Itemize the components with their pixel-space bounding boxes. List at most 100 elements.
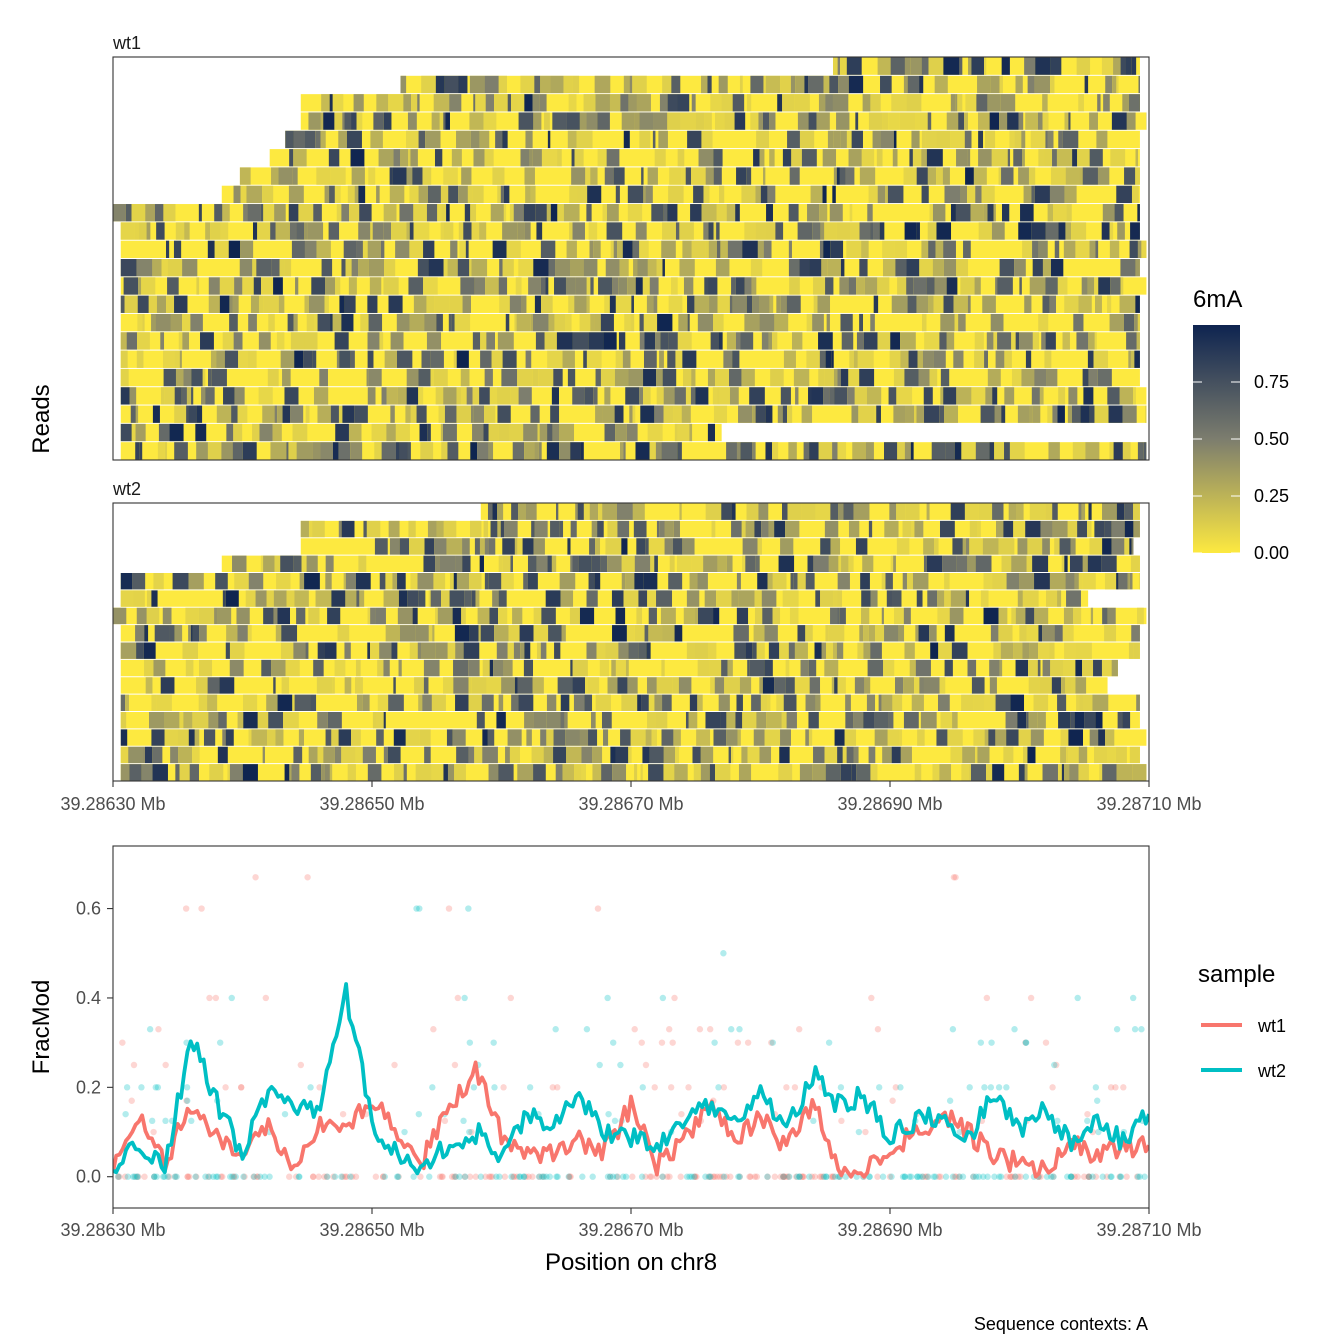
read-cell: [461, 167, 472, 185]
read-cell: [1075, 677, 1087, 694]
read-cell: [530, 185, 536, 204]
read-cell: [1104, 573, 1117, 590]
read-cell: [778, 555, 795, 572]
read-cell: [569, 185, 578, 204]
read-cell: [1019, 573, 1035, 590]
read-cell: [716, 590, 732, 607]
read-cell: [1070, 538, 1076, 555]
wt1-point: [791, 1084, 799, 1091]
read-cell: [987, 204, 994, 222]
read-cell: [524, 167, 535, 185]
read-cell: [334, 746, 342, 764]
read-cell: [788, 204, 799, 222]
read-cell: [538, 442, 542, 460]
read-cell: [189, 764, 199, 781]
read-cell: [989, 677, 997, 694]
wt2-point: [613, 1173, 620, 1180]
read-cell: [1068, 112, 1071, 130]
read-cell: [1015, 503, 1024, 520]
read-cell: [854, 387, 867, 405]
read-cell: [338, 729, 352, 746]
read-cell: [912, 149, 922, 167]
read-cell: [635, 442, 650, 460]
read-cell: [944, 625, 955, 642]
read-cell: [605, 642, 619, 659]
read-cell: [870, 642, 882, 659]
read-cell: [247, 625, 252, 642]
read-cell: [885, 573, 893, 590]
read-cell: [525, 350, 532, 368]
read-cell: [1136, 332, 1140, 350]
read-cell: [324, 764, 330, 781]
read-cell: [575, 503, 578, 520]
read-cell: [991, 222, 1005, 240]
read-cell: [501, 368, 518, 387]
read-cell: [682, 240, 692, 258]
read-cell: [876, 405, 881, 423]
read-cell: [417, 94, 420, 112]
read-cell: [606, 204, 619, 222]
read-cell: [700, 746, 714, 764]
read-cell: [406, 222, 410, 240]
read-cell: [630, 729, 646, 746]
read-cell: [716, 222, 720, 240]
wt1-point: [567, 1173, 574, 1180]
read-cell: [853, 503, 870, 520]
read-cell: [1135, 259, 1140, 277]
read-cell: [344, 295, 356, 313]
wt1-point: [892, 1084, 900, 1091]
read-cell: [1143, 442, 1147, 460]
read-cell: [742, 555, 746, 572]
read-cell: [886, 590, 893, 607]
read-cell: [1134, 350, 1140, 368]
read-cell: [799, 764, 813, 781]
read-cell: [782, 503, 788, 520]
read-cell: [1125, 57, 1132, 75]
read-cell: [697, 694, 703, 711]
read-cell: [479, 130, 490, 149]
read-cell: [958, 313, 966, 332]
read-cell: [1034, 368, 1047, 387]
read-cell: [507, 642, 514, 659]
read-cell: [200, 332, 214, 350]
read-cell: [531, 520, 535, 538]
read-cell: [508, 625, 520, 642]
read-cell: [453, 677, 469, 694]
read-cell: [517, 368, 533, 387]
wt1-point: [193, 1173, 200, 1180]
wt1-point: [1085, 1173, 1093, 1180]
read-cell: [716, 240, 721, 258]
read-cell: [1088, 503, 1092, 520]
read-cell: [529, 149, 533, 167]
read-cell: [451, 149, 462, 167]
y-tick-label: 0.0: [76, 1167, 101, 1187]
wt2-point: [1094, 1097, 1101, 1104]
read-cell: [151, 694, 157, 711]
read-cell: [1061, 555, 1065, 572]
read-cell: [663, 764, 675, 781]
read-cell: [932, 764, 940, 781]
read-cell: [497, 405, 511, 423]
read-cell: [705, 712, 721, 729]
wt2-point: [228, 994, 235, 1002]
read-cell: [219, 295, 230, 313]
read-cell: [389, 538, 400, 555]
wt1-point: [238, 1084, 245, 1091]
read-cell: [1094, 520, 1105, 538]
read-cell: [1060, 729, 1069, 746]
read-cell: [281, 677, 290, 694]
read-cell: [1062, 625, 1074, 642]
wt2-read-11: [120, 677, 1108, 694]
read-cell: [142, 313, 145, 332]
read-cell: [662, 368, 677, 387]
read-cell: [379, 642, 392, 659]
read-cell: [240, 185, 247, 204]
wt2-point: [183, 1084, 191, 1091]
read-cell: [645, 538, 649, 555]
read-cell: [179, 350, 182, 368]
wt2-point: [227, 1173, 234, 1180]
read-cell: [848, 75, 864, 94]
read-cell: [967, 149, 971, 167]
read-cell: [1109, 313, 1124, 332]
read-cell: [313, 204, 322, 222]
